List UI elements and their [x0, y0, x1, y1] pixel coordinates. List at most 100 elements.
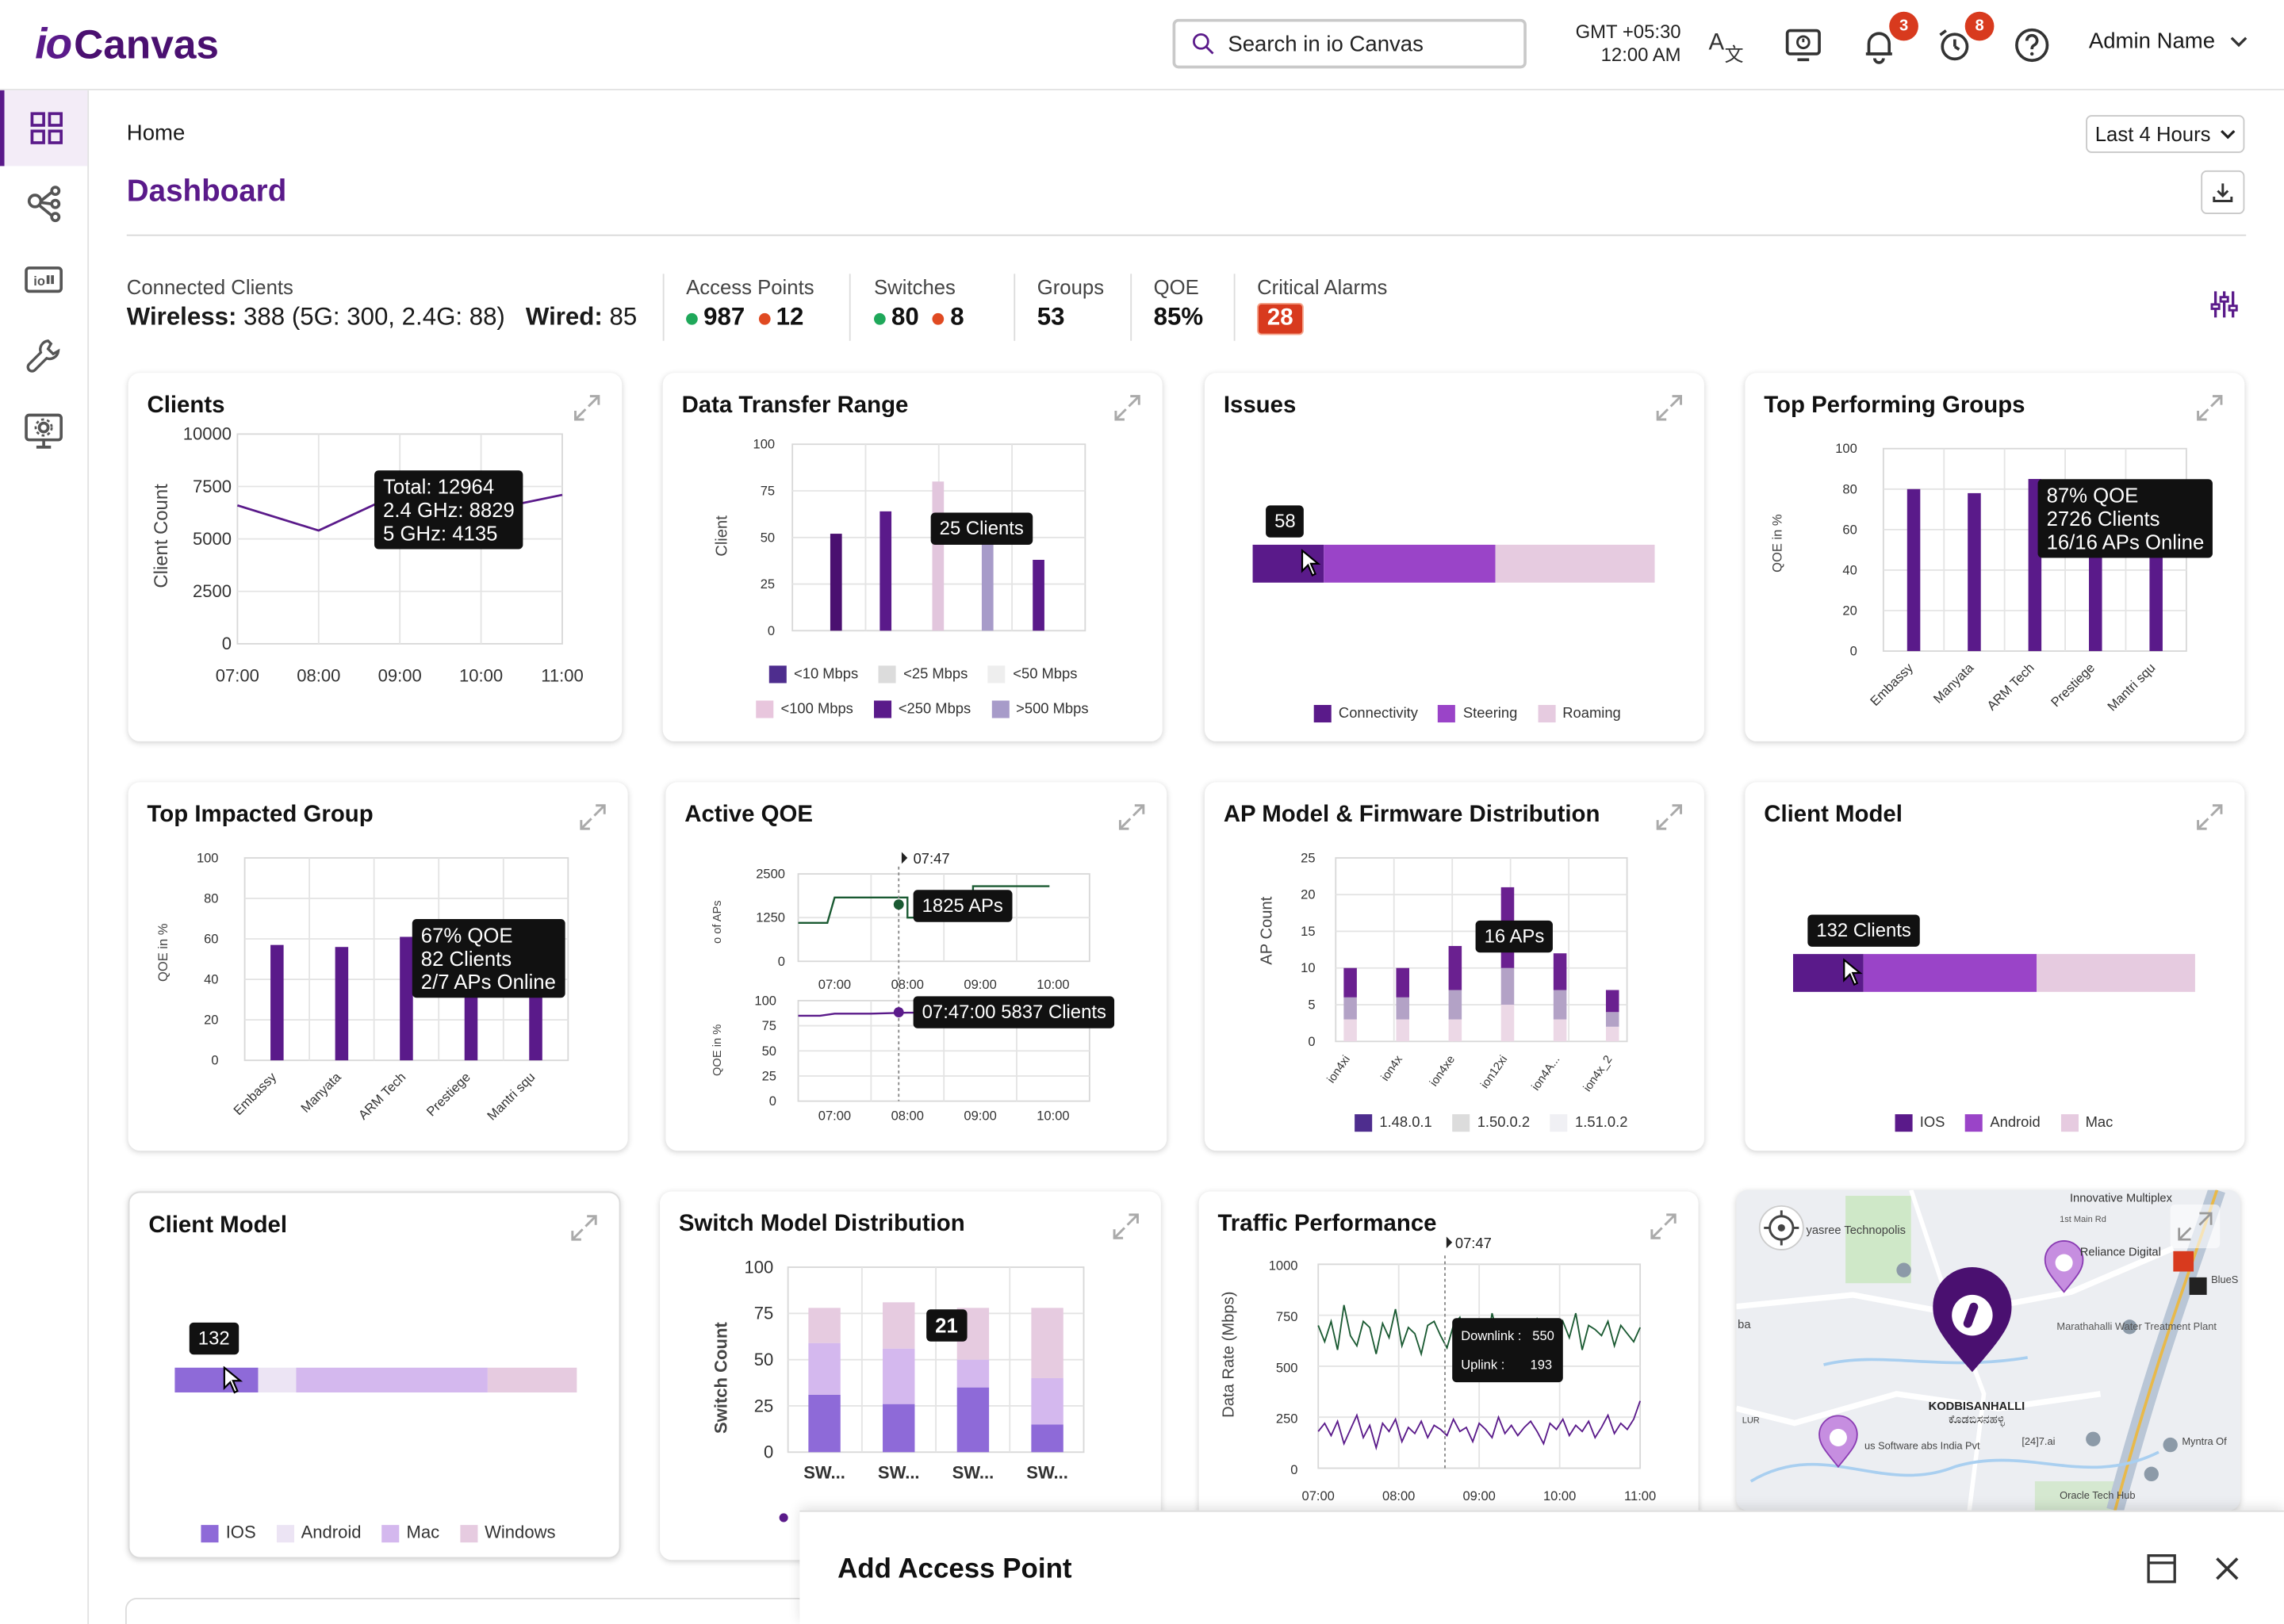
search-input[interactable]: Search in io Canvas [1172, 18, 1527, 69]
expand-icon[interactable] [578, 802, 607, 832]
close-icon[interactable] [2213, 1554, 2242, 1584]
download-button[interactable] [2201, 170, 2245, 215]
time-marker: 07:47 [1455, 1235, 1492, 1251]
chart-tooltip: 58 [1266, 505, 1305, 538]
sidebar: io [0, 90, 90, 1624]
stat-switches[interactable]: Switches 80 8 [874, 275, 964, 332]
divider [126, 234, 2247, 236]
stat-critical-alarms[interactable]: Critical Alarms 28 [1257, 275, 1387, 335]
tooltip-line: 82 Clients [420, 946, 512, 971]
bar-segment [1500, 1005, 1515, 1042]
marker-flag [901, 852, 908, 864]
sidebar-item-dashboard[interactable] [0, 90, 88, 167]
bar-segment [1605, 1026, 1619, 1042]
tick-label: 1000 [1269, 1258, 1298, 1274]
time-range-select[interactable]: Last 4 Hours [2086, 115, 2245, 153]
tick-label: 75 [754, 1304, 774, 1323]
location-pin[interactable] [1818, 1415, 1858, 1469]
location-pin[interactable] [1933, 1267, 2012, 1373]
legend-item: <100 Mbps [756, 700, 853, 718]
map[interactable]: Innovative Multiplex 1st Main Rd yasree … [1736, 1189, 2240, 1511]
location-pin[interactable] [2044, 1240, 2084, 1293]
expand-icon[interactable] [1649, 1212, 1678, 1241]
tick-label: Prestiege [423, 1070, 473, 1120]
sidebar-item-devices[interactable]: io [0, 242, 87, 318]
tick-label: 11:00 [541, 666, 583, 686]
axis-label: QOE in % [1769, 514, 1784, 573]
bar-segment [1553, 990, 1567, 1020]
timezone-zone: GMT +05:30 [1575, 20, 1681, 43]
alarm-clock-icon[interactable]: 8 [1933, 11, 1995, 67]
map-expand-button[interactable] [2170, 1205, 2221, 1249]
expand-icon[interactable] [573, 393, 602, 423]
axis-label: AP Count [1258, 896, 1275, 964]
tick-label: 10 [1301, 960, 1315, 975]
tick-label: SW... [878, 1462, 920, 1482]
legend-item: Android [1965, 1114, 2041, 1132]
legend-item: 1.50.0.2 [1452, 1114, 1530, 1132]
card-client-model: Client Model 132 Clients IOS Android Mac [1745, 782, 2245, 1151]
bar-segment [1500, 967, 1515, 1005]
chart-tooltip: 132 Clients [1807, 914, 1920, 947]
tick-label: SW... [1026, 1462, 1068, 1482]
card-title: Switch Model Distribution [678, 1212, 965, 1237]
tick-label: 08:00 [891, 1108, 924, 1123]
app-logo[interactable]: io Canvas [35, 21, 219, 70]
status-up-icon [874, 312, 886, 324]
bar-segment [1031, 1424, 1063, 1453]
tick-label: 100 [745, 1257, 774, 1277]
chart-tooltip: 1825 APs [913, 890, 1012, 922]
map-card[interactable]: Innovative Multiplex 1st Main Rd yasree … [1736, 1189, 2240, 1511]
tick-label: 10:00 [1037, 1108, 1069, 1123]
bell-icon[interactable]: 3 [1857, 11, 1918, 67]
expand-icon[interactable] [1117, 802, 1147, 832]
divider [662, 274, 665, 341]
expand-icon[interactable] [1654, 802, 1684, 832]
bar-segment [808, 1394, 841, 1453]
sidebar-item-tools[interactable] [0, 317, 87, 393]
card-title: Client Model [1764, 802, 1903, 828]
breadcrumb[interactable]: Home [126, 121, 186, 146]
legend-item: <10 Mbps [768, 665, 858, 684]
tooltip-line: Total: 12964 [383, 474, 495, 499]
expand-icon[interactable] [2195, 393, 2225, 423]
panel-title: Add Access Point [837, 1553, 1072, 1585]
stat-label: Critical Alarms [1257, 275, 1388, 299]
sidebar-item-system[interactable] [0, 393, 87, 469]
expand-icon[interactable] [1113, 393, 1142, 423]
filter-settings-button[interactable] [2208, 289, 2240, 328]
timezone-display: GMT +05:30 12:00 AM [1556, 21, 1681, 67]
user-name: Admin Name [2088, 29, 2216, 54]
tick-label: 15 [1301, 924, 1315, 939]
bar-segment [1343, 997, 1357, 1020]
tick-label: 07:00 [1302, 1488, 1335, 1503]
user-menu[interactable]: Admin Name [2089, 29, 2248, 54]
tick-label: Manyata [297, 1069, 344, 1116]
help-icon[interactable] [2010, 23, 2054, 67]
bar [400, 936, 413, 1061]
bar [335, 947, 349, 1061]
monitor-icon[interactable] [1781, 23, 1825, 67]
stat-groups[interactable]: Groups 53 [1037, 275, 1104, 332]
stacked-segment [1324, 544, 1496, 583]
bar-segment [883, 1348, 915, 1404]
expand-icon[interactable] [1654, 393, 1684, 423]
maximize-icon[interactable] [2145, 1553, 2177, 1584]
legend-item: Connectivity [1313, 705, 1418, 723]
sidebar-item-network[interactable] [0, 166, 87, 242]
tick-label: 0 [1850, 644, 1857, 659]
tick-label: 09:00 [1462, 1488, 1495, 1503]
stat-qoe[interactable]: QOE 85% [1154, 275, 1204, 332]
expand-icon[interactable] [2195, 802, 2225, 832]
download-icon [2213, 183, 2233, 202]
bar-segment [808, 1342, 841, 1395]
tick-label: 100 [197, 850, 219, 865]
svg-text:io: io [33, 274, 45, 289]
map-label: yasree Technopolis [1807, 1224, 1906, 1237]
expand-icon[interactable] [1111, 1212, 1140, 1241]
stat-access-points[interactable]: Access Points 987 12 [686, 275, 814, 332]
expand-icon[interactable] [569, 1213, 599, 1243]
stacked-segment [258, 1367, 297, 1392]
bar-segment [1448, 945, 1462, 990]
